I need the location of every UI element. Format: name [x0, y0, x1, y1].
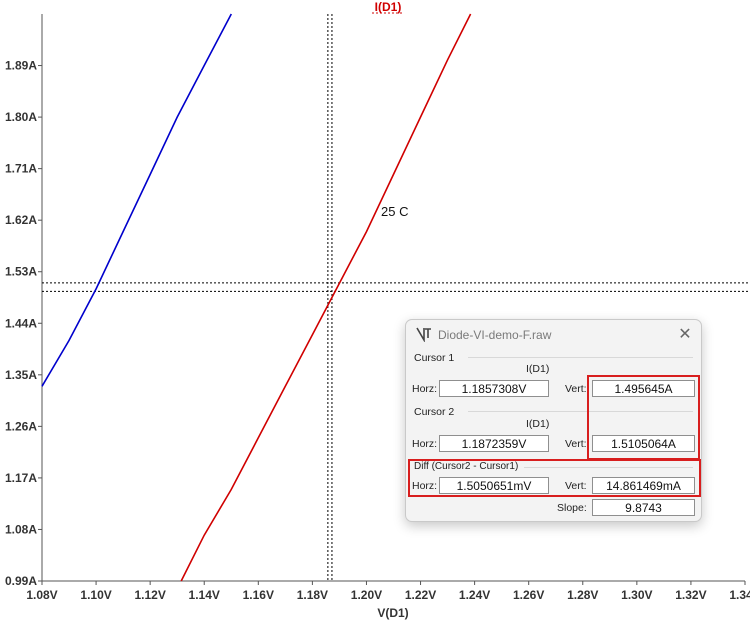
cursor2-trace: I(D1)	[526, 418, 550, 430]
x-tick-label: 1.16V	[243, 588, 274, 602]
red-trace	[180, 13, 472, 582]
x-tick-label: 1.22V	[405, 588, 436, 602]
y-tick-label: 1.89A	[5, 59, 37, 73]
y-tick-label: 1.17A	[5, 471, 37, 485]
cursor2-horz-label: Horz:	[412, 438, 438, 450]
cursor2-horz-field[interactable]: 1.1872359V	[439, 435, 549, 452]
ltspice-icon	[416, 327, 431, 342]
y-tick-label: 1.62A	[5, 213, 37, 227]
cursor1-horz-field[interactable]: 1.1857308V	[439, 380, 549, 397]
ticks: 1.08V 1.10V 1.12V 1.14V 1.16V 1.18V 1.20V 1.22V…	[5, 59, 750, 602]
close-button[interactable]: ✕	[678, 326, 692, 343]
slope-field[interactable]: 9.8743	[592, 499, 695, 516]
blue-trace	[41, 13, 233, 387]
y-tick-label: 1.53A	[5, 265, 37, 279]
diff-horz-field[interactable]: 1.5050651mV	[439, 477, 549, 494]
x-tick-label: 1.10V	[80, 588, 111, 602]
x-tick-label: 1.08V	[26, 588, 57, 602]
cursor2-vert-label: Vert:	[565, 438, 587, 450]
cursor-window[interactable]: Diode-VI-demo-F.raw ✕ Cursor 1 I(D1) Hor…	[405, 319, 702, 522]
diff-vert-label: Vert:	[565, 480, 587, 492]
x-axis-title: V(D1)	[377, 606, 408, 620]
y-tick-label: 1.44A	[5, 316, 37, 330]
y-tick-label: 1.71A	[5, 162, 37, 176]
slope-label: Slope:	[557, 502, 587, 514]
divider	[468, 357, 693, 358]
y-tick-label: 1.08A	[5, 522, 37, 536]
x-tick-label: 1.30V	[621, 588, 652, 602]
temperature-annotation: 25 C	[381, 204, 408, 219]
x-tick-label: 1.14V	[189, 588, 220, 602]
cursor1-horz-label: Horz:	[412, 383, 438, 395]
x-tick-label: 1.12V	[134, 588, 165, 602]
window-title: Diode-VI-demo-F.raw	[438, 328, 552, 342]
cursor2-label: Cursor 2	[414, 406, 455, 418]
y-tick-label: 0.99A	[5, 574, 37, 588]
cursor1-trace: I(D1)	[526, 363, 550, 375]
x-tick-label: 1.28V	[567, 588, 598, 602]
x-tick-label: 1.18V	[297, 588, 328, 602]
traces	[41, 13, 472, 582]
x-tick-label: 1.32V	[675, 588, 706, 602]
title-bar[interactable]: Diode-VI-demo-F.raw ✕	[406, 320, 701, 350]
divider	[524, 467, 693, 468]
diff-horz-label: Horz:	[412, 480, 438, 492]
x-tick-label: 1.26V	[513, 588, 544, 602]
cursor2-vert-field[interactable]: 1.5105064A	[592, 435, 695, 452]
y-tick-label: 1.80A	[5, 110, 37, 124]
x-tick-label: 1.20V	[351, 588, 382, 602]
cursor1-vert-label: Vert:	[565, 383, 587, 395]
cursor1-vert-field[interactable]: 1.495645A	[592, 380, 695, 397]
trace-title[interactable]: I(D1)	[375, 0, 402, 14]
diff-label: Diff (Cursor2 - Cursor1)	[414, 461, 519, 472]
diff-vert-field[interactable]: 14.861469mA	[592, 477, 695, 494]
x-tick-label: 1.34V	[729, 588, 750, 602]
x-tick-label: 1.24V	[459, 588, 490, 602]
cursor1-label: Cursor 1	[414, 352, 455, 364]
divider	[468, 411, 693, 412]
y-tick-label: 1.35A	[5, 368, 37, 382]
y-tick-label: 1.26A	[5, 419, 37, 433]
cursor-lines[interactable]	[42, 14, 750, 581]
